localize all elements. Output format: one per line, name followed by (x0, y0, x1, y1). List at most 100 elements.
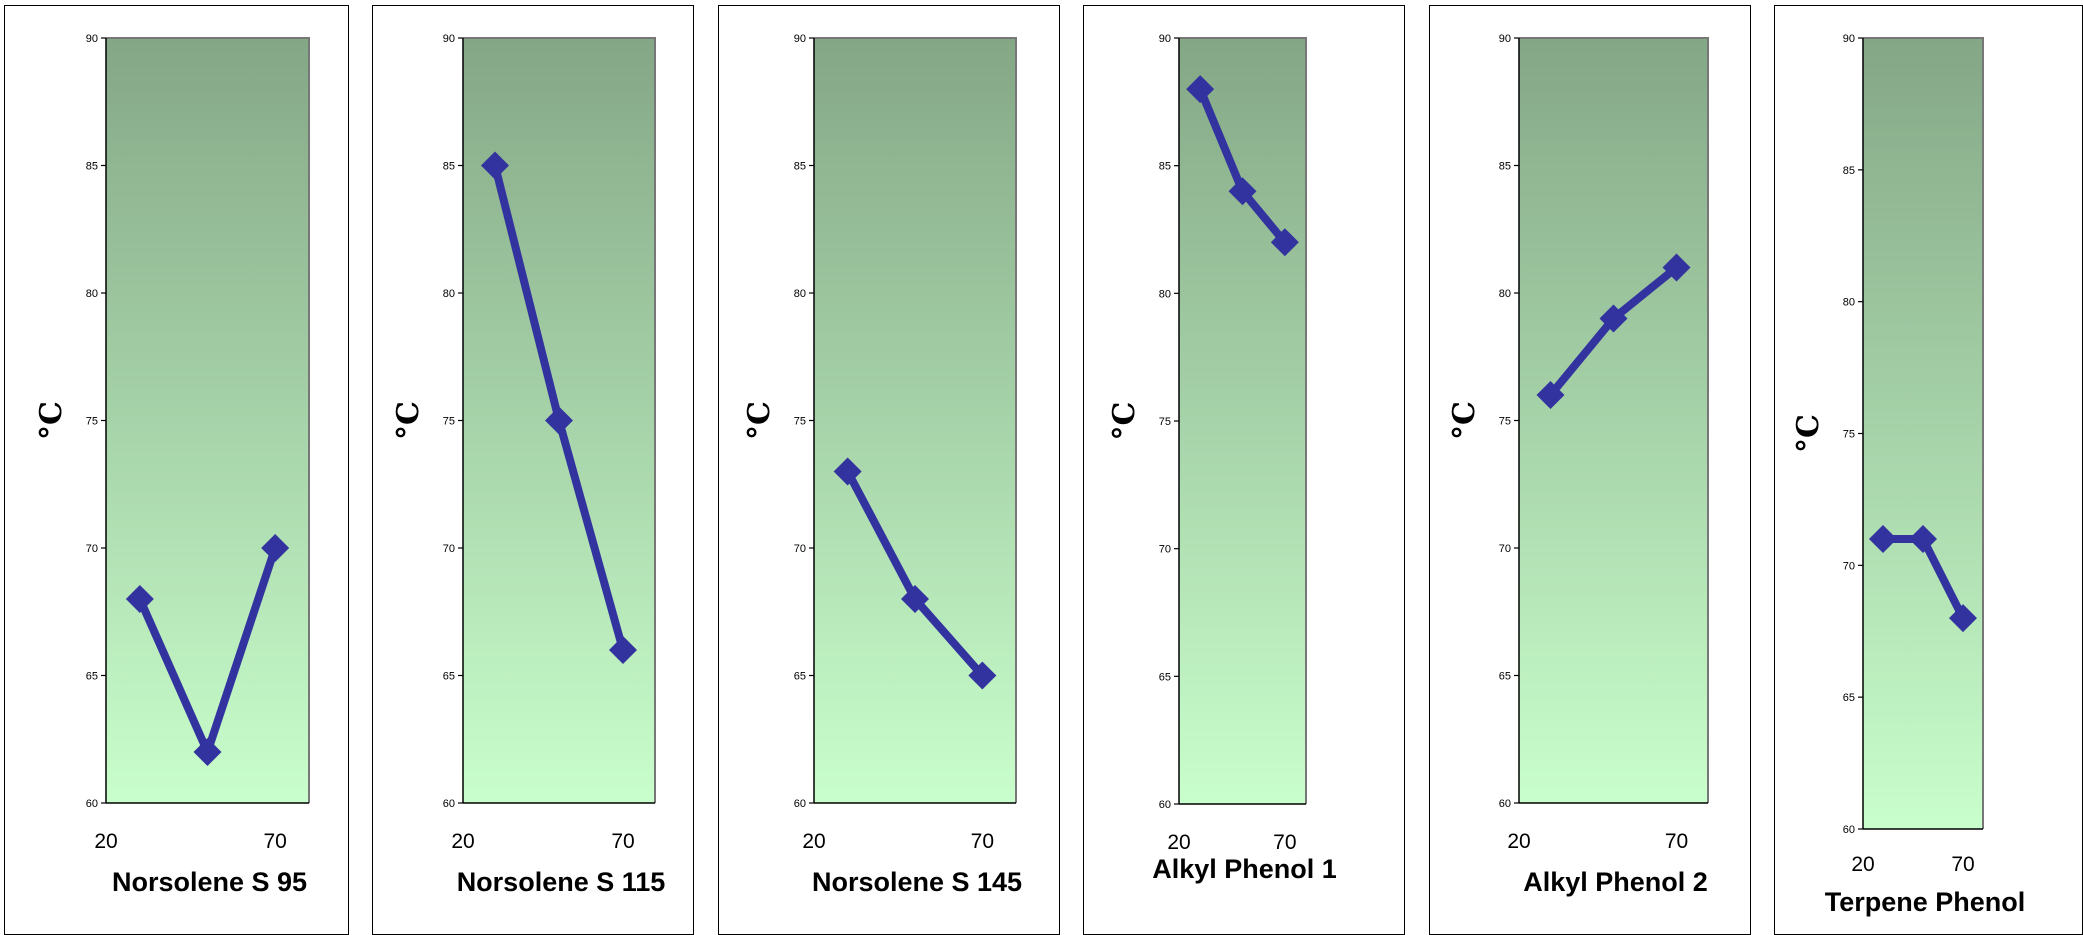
data-point (968, 661, 997, 690)
data-point (193, 738, 222, 766)
y-tick-label: 80 (1499, 288, 1511, 300)
data-point (481, 151, 509, 180)
x-tick-label: 70 (971, 830, 994, 853)
chart-svg: 60 65 70 75 80 85 90 20 70 °C Alkyl Phenol 2 (1447, 33, 1709, 897)
data-point (545, 406, 573, 435)
chart-svg: 60 65 70 75 80 85 90 20 70 °C Terpene Phenol (1791, 33, 2026, 917)
chart-panel: 60 65 70 75 80 85 90 20 70 °C Alkyl Phenol 2 (1429, 5, 1751, 935)
plot-border (1179, 37, 1307, 804)
y-tick-label: 85 (1159, 161, 1171, 173)
y-tick-label: 65 (1159, 671, 1171, 683)
plot-border (1519, 37, 1709, 803)
chart-panel: 60 65 70 75 80 85 90 20 70 °C Norsolene S 145 (718, 5, 1060, 935)
y-tick-label: 75 (1159, 416, 1171, 428)
y-axis-label: °C (1791, 414, 1826, 453)
y-tick-label: 75 (443, 416, 455, 428)
y-tick-label: 60 (1843, 824, 1855, 836)
y-tick-label: 65 (1843, 692, 1855, 704)
y-tick-label: 80 (443, 288, 455, 300)
y-tick-label: 65 (443, 671, 455, 683)
y-axis-label: °C (1447, 401, 1482, 440)
data-point (1599, 304, 1628, 333)
y-tick-label: 85 (794, 161, 806, 173)
x-tick-label: 20 (1507, 830, 1530, 853)
data-point (833, 457, 862, 486)
chart-panel: 60 65 70 75 80 85 90 20 70 °C Terpene Phenol (1774, 5, 2083, 935)
x-axis-label: Alkyl Phenol 2 (1523, 867, 1708, 897)
x-tick-label: 20 (1167, 831, 1190, 854)
plot-area (1179, 38, 1306, 804)
y-tick-label: 60 (1499, 798, 1511, 810)
data-point (1909, 524, 1937, 553)
y-tick-label: 80 (1159, 288, 1171, 300)
data-point (1662, 253, 1691, 282)
x-tick-label: 20 (94, 830, 117, 853)
data-point (1270, 228, 1299, 257)
y-axis-label: °C (34, 401, 69, 440)
x-axis-label: Norsolene S 145 (812, 867, 1022, 897)
y-tick-label: 80 (1843, 297, 1855, 309)
plot-area (106, 38, 309, 803)
y-tick-label: 80 (86, 288, 98, 300)
y-tick-label: 85 (1499, 161, 1511, 173)
data-point (1536, 381, 1565, 409)
y-tick-label: 70 (86, 543, 98, 555)
chart-svg: 60 65 70 75 80 85 90 20 70 °C Norsolene S 145 (742, 33, 1022, 897)
y-tick-label: 70 (443, 543, 455, 555)
x-axis-label: Terpene Phenol (1825, 887, 2026, 917)
data-point (901, 585, 929, 613)
y-tick-label: 60 (443, 798, 455, 810)
y-tick-label: 90 (443, 33, 455, 45)
y-tick-label: 90 (1159, 33, 1171, 45)
plot-border (463, 37, 656, 803)
y-tick-label: 65 (86, 671, 98, 683)
y-tick-label: 80 (794, 288, 806, 300)
plot-border (106, 37, 310, 803)
y-axis-label: °C (742, 401, 777, 440)
y-tick-label: 70 (1159, 544, 1171, 556)
data-point (609, 636, 637, 664)
y-tick-label: 60 (86, 798, 98, 810)
chart-svg: 60 65 70 75 80 85 90 20 70 °C Norsolene S 115 (391, 33, 666, 897)
data-point (1949, 604, 1977, 633)
x-tick-label: 20 (802, 830, 825, 853)
y-tick-label: 75 (86, 416, 98, 428)
y-tick-label: 90 (86, 33, 98, 45)
y-tick-label: 90 (794, 33, 806, 45)
x-tick-label: 20 (1851, 853, 1874, 876)
y-tick-label: 60 (794, 798, 806, 810)
data-point (1228, 177, 1257, 206)
y-tick-label: 65 (1499, 671, 1511, 683)
x-tick-label: 70 (1273, 831, 1296, 854)
x-axis-label: Alkyl Phenol 1 (1152, 854, 1337, 884)
x-tick-label: 70 (1665, 830, 1688, 853)
plot-area (1863, 38, 1983, 829)
data-point (1186, 75, 1215, 104)
plot-border (814, 37, 1017, 803)
chart-panel: 60 65 70 75 80 85 90 20 70 °C Alkyl Phenol 1 (1083, 5, 1405, 935)
y-tick-label: 70 (1499, 543, 1511, 555)
y-tick-label: 65 (794, 671, 806, 683)
chart-panel: 60 65 70 75 80 85 90 20 70 °C Norsolene S 95 (4, 5, 349, 935)
y-tick-label: 85 (86, 161, 98, 173)
data-point (1869, 524, 1897, 553)
plot-area (1519, 38, 1708, 803)
y-tick-label: 85 (443, 161, 455, 173)
y-tick-label: 60 (1159, 799, 1171, 811)
y-tick-label: 90 (1843, 33, 1855, 45)
y-tick-label: 70 (794, 543, 806, 555)
y-axis-label: °C (1107, 402, 1142, 441)
y-tick-label: 75 (794, 416, 806, 428)
x-axis-label: Norsolene S 115 (457, 867, 666, 897)
x-tick-label: 70 (263, 830, 286, 853)
plot-area (814, 38, 1016, 803)
x-tick-label: 20 (451, 830, 474, 853)
chart-svg: 60 65 70 75 80 85 90 20 70 °C Norsolene S 95 (34, 33, 310, 897)
x-axis-label: Norsolene S 95 (112, 867, 307, 897)
y-tick-label: 70 (1843, 560, 1855, 572)
chart-svg: 60 65 70 75 80 85 90 20 70 °C Alkyl Phenol 1 (1107, 33, 1337, 884)
y-tick-label: 75 (1499, 416, 1511, 428)
x-tick-label: 70 (1951, 853, 1974, 876)
x-tick-label: 70 (611, 830, 634, 853)
chart-panel: 60 65 70 75 80 85 90 20 70 °C Norsolene S 115 (372, 5, 694, 935)
